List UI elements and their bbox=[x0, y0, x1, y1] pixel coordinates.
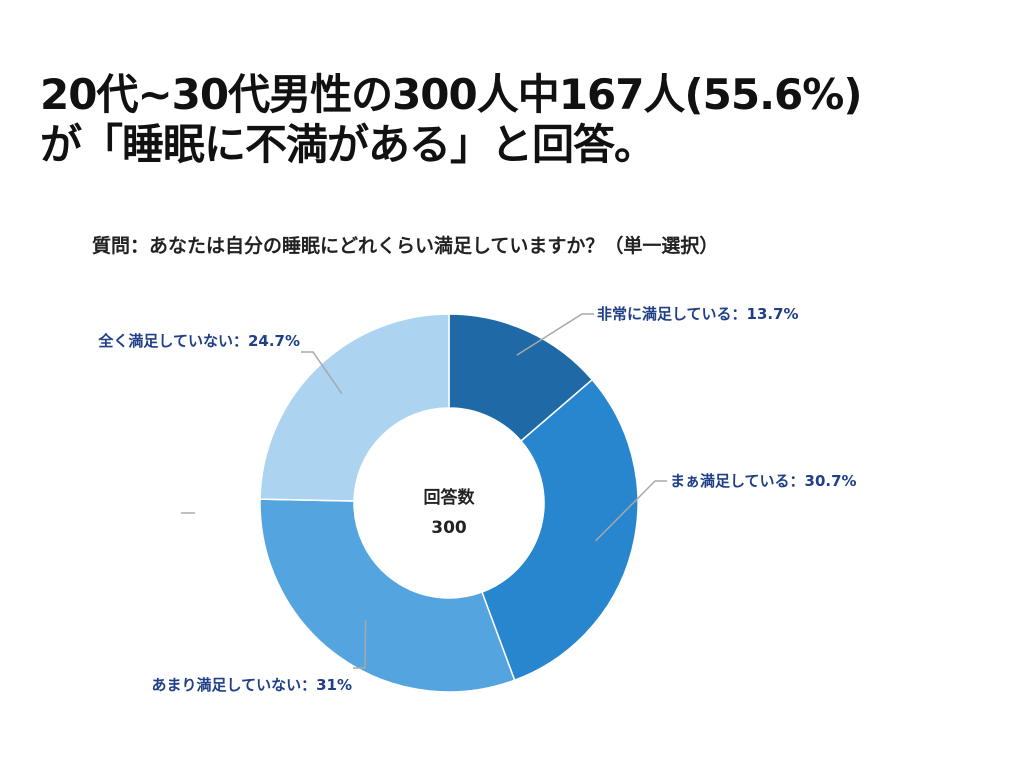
leader-line-3 bbox=[353, 620, 367, 669]
center-label: 回答数 bbox=[424, 487, 476, 508]
headline: 20代~30代男性の300人中167人(55.6%) が「睡眠に不満がある」と回… bbox=[40, 70, 1000, 170]
leader-line-1 bbox=[516, 313, 594, 356]
slice-labels: 非常に満足している：13.7% まぁ満足している：30.7% あまり満足していない：… bbox=[97, 305, 856, 694]
slice-3 bbox=[259, 498, 516, 693]
slice-label-4: 全く満足していない：24.7% bbox=[97, 332, 300, 350]
donut-slices bbox=[259, 313, 639, 693]
slice-4 bbox=[259, 313, 450, 502]
slice-label-3: あまり満足していない：31% bbox=[152, 676, 352, 694]
headline-line-2: が「睡眠に不満がある」と回答。 bbox=[40, 120, 656, 169]
center-value: 300 bbox=[431, 518, 467, 538]
chart-title: 質問：あなたは自分の睡眠にどれくらい満足していますか？（単一選択） bbox=[92, 235, 719, 257]
leader-lines bbox=[301, 313, 667, 669]
leader-line-4 bbox=[301, 351, 343, 394]
leader-line-2 bbox=[595, 480, 667, 542]
headline-line-1: 20代~30代男性の300人中167人(55.6%) bbox=[40, 70, 863, 119]
slice-2 bbox=[481, 378, 639, 682]
slice-label-1: 非常に満足している：13.7% bbox=[597, 305, 799, 323]
slice-label-2: まぁ満足している：30.7% bbox=[670, 472, 857, 490]
